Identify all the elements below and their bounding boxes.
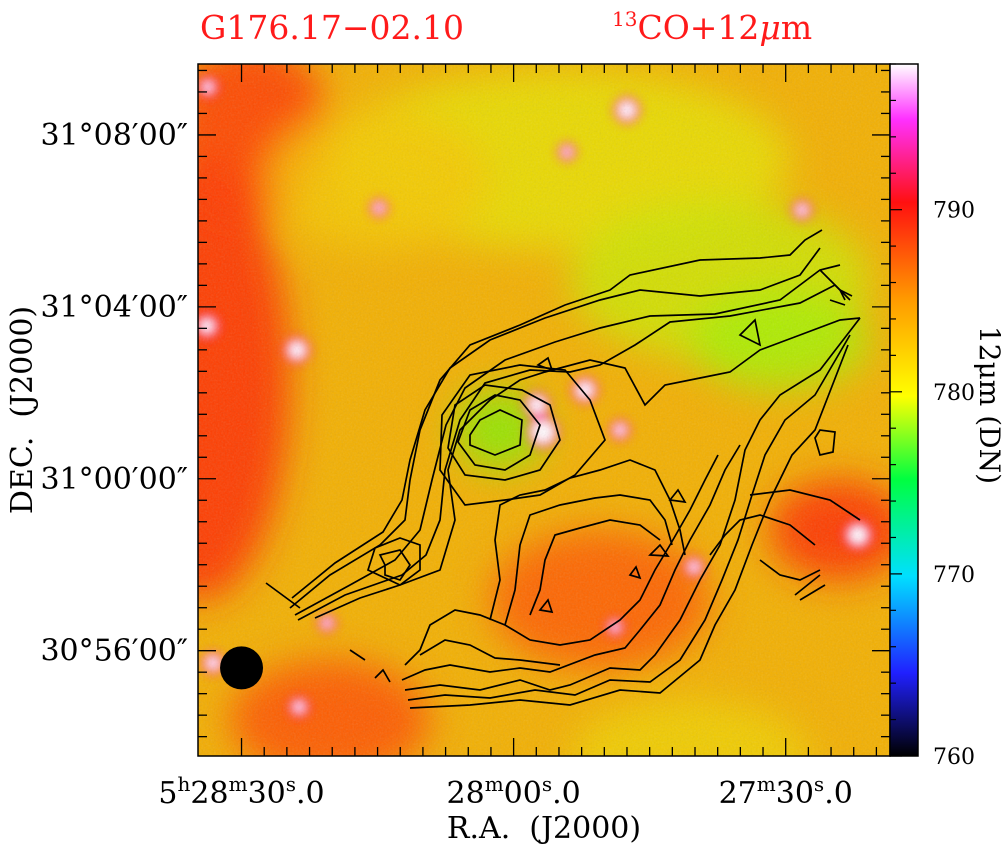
colorbar-ticks [890, 63, 902, 757]
contour-line [419, 639, 561, 666]
colorbar-label: 12μm (DN) [973, 326, 1003, 484]
chart-title-right: 13CO+12μm [612, 7, 812, 47]
co-contours [265, 229, 861, 709]
contour-line [529, 519, 661, 616]
contour-line [401, 444, 741, 681]
x-tick-labels: 5h28m30s.0 28m00s.0 27m30s.0 [158, 772, 852, 811]
contour-line [648, 543, 670, 557]
colorbar-tick-labels: 760 770 780 790 [933, 199, 975, 770]
y-tick-labels: 31°08′00″ 31°04′00″ 31°00′00″ 30°56′00″ [40, 118, 188, 669]
colorbar-tick-label: 790 [933, 199, 975, 224]
contour-line [668, 488, 687, 504]
title-unit: m [781, 8, 812, 47]
contour-line [536, 356, 554, 372]
y-tick-label: 30°56′00″ [40, 634, 188, 669]
contour-line [407, 334, 851, 701]
contour-line [794, 574, 821, 596]
contour-line [378, 549, 412, 582]
contour-line [538, 598, 554, 614]
contour-line [738, 318, 762, 347]
contour-line [829, 299, 846, 306]
x-tick-label: 5h28m30s.0 [158, 772, 324, 811]
contour-line [291, 247, 821, 599]
x-tick-label: 28m00s.0 [447, 772, 581, 811]
title-main: CO+12 [637, 8, 759, 47]
contour-line [314, 317, 861, 619]
x-tick-label: 27m30s.0 [719, 772, 853, 811]
contour-line [814, 429, 836, 457]
contour-line [409, 344, 849, 709]
colorbar-tick-label: 770 [933, 563, 975, 588]
infrared-map [198, 64, 890, 756]
contour-line [265, 582, 301, 609]
contour-line [709, 514, 816, 556]
contour-line [294, 264, 841, 616]
contour-line [374, 668, 391, 683]
contour-line [404, 317, 861, 691]
contour-line [799, 584, 826, 601]
contour-line [297, 283, 851, 621]
contour-line [839, 289, 853, 297]
beam-marker [220, 646, 264, 690]
colorbar [889, 63, 919, 757]
contour-line [504, 494, 673, 626]
title-mu: μ [759, 8, 780, 47]
chart-title-left: G176.17−02.10 [200, 8, 464, 47]
contour-line [447, 384, 561, 481]
contour-line [349, 649, 366, 661]
map-noise [198, 64, 890, 756]
y-tick-label: 31°00′00″ [40, 462, 188, 497]
contour-line [759, 559, 821, 581]
y-tick-label: 31°08′00″ [40, 118, 188, 153]
contour-line [469, 409, 523, 456]
contour-line [628, 565, 642, 580]
title-superscript: 13 [612, 7, 637, 31]
y-axis-label: DEC. (J2000) [5, 306, 40, 514]
colorbar-tick-label: 760 [933, 745, 975, 770]
y-tick-label: 31°04′00″ [40, 290, 188, 325]
contour-line [457, 394, 541, 471]
contour-line [749, 489, 861, 521]
contour-line [366, 537, 421, 586]
colorbar-tick-label: 780 [933, 381, 975, 406]
axis-ticks [198, 64, 890, 756]
contour-line [439, 364, 606, 506]
x-axis-label: R.A. (J2000) [447, 811, 641, 846]
contour-line [289, 229, 823, 609]
